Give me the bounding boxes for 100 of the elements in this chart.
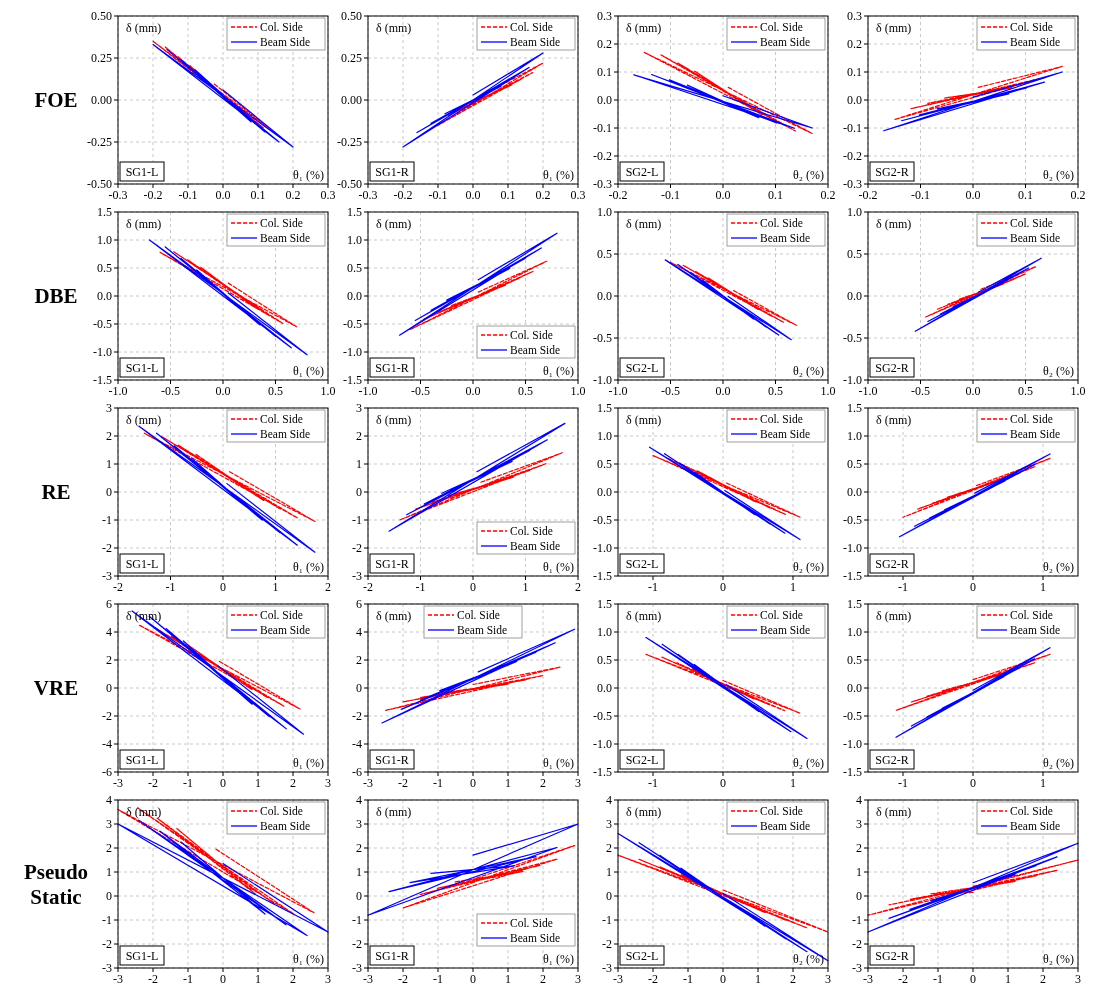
legend-label: Beam Side [260,36,311,48]
y-tick-label: -0.1 [843,121,862,135]
line-series [643,51,813,135]
y-tick-label: -1 [102,513,112,527]
y-tick-label: -0.25 [87,135,112,149]
annotation: SG2-L [625,949,659,963]
line-series [409,260,548,331]
y-tick-label: -4 [102,737,112,751]
legend-label: Col. Side [760,805,803,817]
legend-label: Col. Side [510,525,553,537]
legend-label: Col. Side [260,21,303,33]
legend-label: Beam Side [760,428,811,440]
x-axis-title: θ₁ (%) [543,756,574,770]
y-tick-label: 1.0 [97,233,112,247]
annotation: SG2-R [875,361,909,375]
y-tick-label: -1 [352,913,362,927]
x-tick-label: 0.2 [535,188,551,202]
x-tick-label: 1 [505,776,511,790]
x-tick-label: 1.0 [570,384,586,398]
y-tick-label: 1.0 [597,625,612,639]
x-tick-label: 1 [522,580,529,594]
y-tick-label: 3 [106,401,112,415]
x-tick-label: 1.0 [820,384,836,398]
line-series [402,845,576,909]
x-tick-label: -0.5 [411,384,430,398]
y-tick-label: -2 [352,937,362,951]
x-axis-title: θ₂ (%) [1043,168,1074,182]
y-tick-label: 0 [106,485,112,499]
x-tick-label: -2 [898,972,908,986]
y-tick-label: 2 [106,653,112,667]
x-tick-label: 1 [1005,972,1011,986]
legend-label: Col. Side [1010,21,1053,33]
x-tick-label: 0.1 [250,188,266,202]
x-tick-label: -1 [898,776,908,790]
x-tick-label: 0 [720,776,726,790]
y-tick-label: -0.1 [593,121,612,135]
x-tick-label: -2 [648,972,658,986]
x-tick-label: 0.5 [1018,384,1033,398]
y-tick-label: -0.5 [343,317,362,331]
line-series [159,251,298,328]
y-tick-label: -2 [602,937,612,951]
x-tick-label: 3 [325,972,331,986]
line-series [645,637,808,739]
x-tick-label: 0 [720,580,726,594]
y-tick-label: -3 [352,569,362,583]
x-axis-title: θ₂ (%) [793,560,824,574]
y-tick-label: 1.5 [847,401,862,415]
y-tick-label: -1 [352,513,362,527]
x-tick-label: -0.1 [661,188,680,202]
legend-label: Col. Side [760,217,803,229]
y-tick-label: -2 [102,709,112,723]
x-tick-label: 0.2 [820,188,836,202]
x-tick-label: -2 [148,972,158,986]
y-tick-label: 0.5 [847,653,862,667]
legend-label: Beam Side [260,820,311,832]
y-tick-label: -0.3 [593,177,612,191]
x-tick-label: 1.0 [320,384,336,398]
y-tick-label: -1.0 [593,737,612,751]
legend-label: Beam Side [510,540,561,552]
y-tick-label: -0.50 [87,177,112,191]
x-tick-label: -1 [433,776,443,790]
y-tick-label: 0.2 [597,37,612,51]
x-tick-label: -0.1 [911,188,930,202]
legend-label: Col. Side [760,413,803,425]
y-tick-label: -6 [352,765,362,779]
legend-label: Col. Side [260,413,303,425]
y-tick-label: 0.25 [91,51,112,65]
x-tick-label: 1 [255,972,261,986]
x-tick-label: 1 [755,972,761,986]
x-tick-label: 3 [825,972,831,986]
x-tick-label: 0.0 [215,384,231,398]
y-tick-label: 0.2 [847,37,862,51]
line-series [914,257,1042,332]
y-tick-label: -1.5 [93,373,112,387]
legend-label: Beam Side [760,232,811,244]
x-axis-title: θ₂ (%) [793,364,824,378]
y-tick-label: 0.5 [97,261,112,275]
x-tick-label: 0 [470,580,476,594]
x-tick-label: -1 [898,580,908,594]
y-tick-label: 1 [106,865,112,879]
y-tick-label: 1 [356,865,362,879]
y-tick-label: 1.0 [847,625,862,639]
x-tick-label: -1 [933,972,943,986]
x-tick-label: 0.3 [570,188,586,202]
y-tick-label: -0.50 [337,177,362,191]
x-tick-label: 1 [1040,580,1046,594]
x-tick-label: 2 [290,776,296,790]
x-tick-label: 0 [220,972,226,986]
y-tick-label: 4 [106,625,112,639]
text: DBE [34,284,78,308]
x-axis-title: θ₂ (%) [1043,560,1074,574]
x-tick-label: -0.2 [143,188,163,202]
legend-label: Beam Side [1010,624,1061,636]
y-tick-label: 4 [106,793,112,807]
y-tick-label: 0.25 [341,51,362,65]
x-axis-title: θ₂ (%) [1043,756,1074,770]
y-tick-label: 0.0 [597,289,612,303]
x-axis-title: θ₂ (%) [1043,952,1074,966]
x-tick-label: -0.5 [911,384,930,398]
y-tick-label: 1.0 [847,205,862,219]
